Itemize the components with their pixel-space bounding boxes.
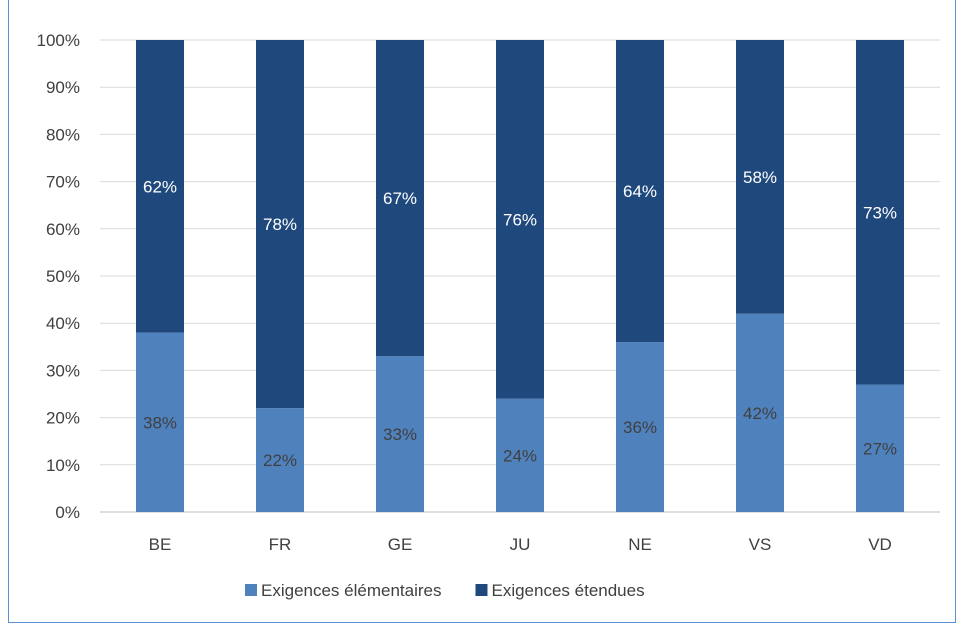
- y-tick-label: 90%: [46, 78, 80, 97]
- y-tick-label: 80%: [46, 125, 80, 144]
- data-label: 42%: [743, 404, 777, 423]
- data-labels: 38% 62% 22% 78% 33% 67% 24% 76% 36% 64% 42% 58% 27% 7…: [143, 168, 897, 470]
- data-label: 58%: [743, 168, 777, 187]
- data-label: 64%: [623, 182, 657, 201]
- data-label: 67%: [383, 189, 417, 208]
- bar-segment: [616, 40, 664, 343]
- bar-segment: [136, 40, 184, 333]
- data-label: 62%: [143, 177, 177, 196]
- x-axis-tick-labels: BE FR GE JU NE VS VD: [149, 535, 892, 554]
- y-tick-label: 50%: [46, 267, 80, 286]
- bar-segment: [256, 408, 304, 512]
- data-label: 76%: [503, 210, 537, 229]
- legend-swatch: [245, 584, 257, 596]
- y-tick-label: 100%: [37, 31, 80, 50]
- x-tick-label: BE: [149, 535, 172, 554]
- legend: Exigences élémentaires Exigences étendues: [245, 581, 645, 600]
- data-label: 36%: [623, 418, 657, 437]
- y-tick-label: 60%: [46, 220, 80, 239]
- bar-segment: [616, 342, 664, 512]
- y-axis-tick-labels: 0% 10% 20% 30% 40% 50% 60% 70% 80% 90% 100%: [37, 31, 80, 522]
- y-tick-label: 0%: [55, 503, 80, 522]
- y-tick-label: 10%: [46, 456, 80, 475]
- data-label: 33%: [383, 425, 417, 444]
- data-label: 38%: [143, 413, 177, 432]
- bar-segment: [376, 356, 424, 512]
- bar-segment: [376, 40, 424, 357]
- bar-segment: [736, 313, 784, 512]
- data-label: 22%: [263, 451, 297, 470]
- legend-swatch: [475, 584, 488, 596]
- bar-segment: [736, 40, 784, 314]
- x-tick-label: FR: [269, 535, 292, 554]
- bar-segment: [136, 332, 184, 512]
- data-label: 78%: [263, 215, 297, 234]
- data-label: 24%: [503, 446, 537, 465]
- x-tick-label: NE: [628, 535, 652, 554]
- x-tick-label: JU: [510, 535, 531, 554]
- x-tick-label: VS: [749, 535, 772, 554]
- bars: [136, 40, 904, 512]
- bar-segment: [856, 384, 904, 512]
- x-tick-label: GE: [388, 535, 413, 554]
- bar-segment: [856, 40, 904, 385]
- bar-segment: [496, 40, 544, 399]
- bar-segment: [496, 398, 544, 512]
- y-tick-label: 40%: [46, 314, 80, 333]
- chart-frame: [8, 0, 956, 623]
- legend-label: Exigences élémentaires: [261, 581, 441, 600]
- y-tick-label: 30%: [46, 361, 80, 380]
- data-label: 73%: [863, 203, 897, 222]
- bar-segment: [256, 40, 304, 409]
- x-tick-label: VD: [868, 535, 892, 554]
- y-tick-label: 70%: [46, 173, 80, 192]
- y-tick-label: 20%: [46, 409, 80, 428]
- legend-label: Exigences étendues: [491, 581, 644, 600]
- data-label: 27%: [863, 439, 897, 458]
